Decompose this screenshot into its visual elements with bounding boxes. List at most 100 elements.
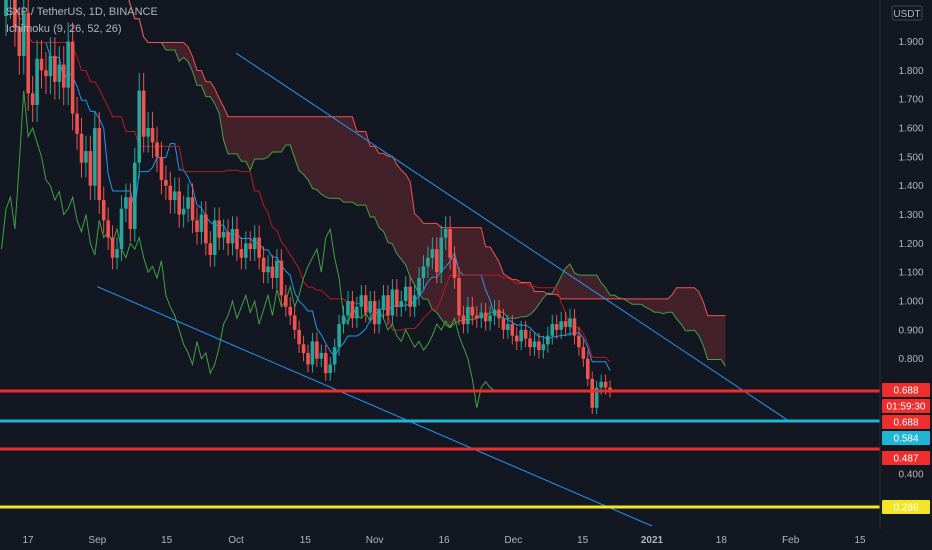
candle-body: [164, 179, 168, 186]
candle-body: [470, 306, 475, 316]
time-tick-label: 17: [22, 535, 34, 546]
currency-badge[interactable]: USDT: [891, 5, 923, 21]
candle-body: [483, 312, 488, 322]
candle-body: [292, 315, 297, 330]
price-label-bg: [882, 399, 930, 414]
time-axis-panel[interactable]: [0, 528, 880, 550]
candle-body: [585, 358, 590, 379]
candle-body: [381, 295, 386, 310]
candle-body: [532, 341, 537, 348]
candle-body: [283, 295, 288, 307]
candle-body: [594, 387, 599, 408]
candle-body: [328, 364, 333, 374]
currency-label: USDT: [893, 9, 920, 20]
price-label-bg: [882, 499, 930, 514]
candle-body: [181, 208, 186, 215]
price-label: 0.286: [882, 499, 930, 514]
candle-body: [590, 378, 595, 408]
candle-body: [17, 27, 22, 56]
candle-body: [506, 324, 510, 330]
candle-body: [319, 352, 324, 359]
candle-body: [221, 231, 226, 238]
candle-body: [288, 306, 293, 316]
candle-body: [310, 341, 315, 365]
indicator-legend[interactable]: Ichimoku (9, 26, 52, 26): [6, 23, 122, 35]
chart-title: SXP / TetherUS, 1D, BINANCE: [6, 6, 158, 18]
candle-body: [341, 315, 346, 325]
price-label: 01:59:30: [882, 399, 930, 414]
candle-body: [195, 220, 199, 232]
candle-body: [603, 381, 608, 388]
candle-body: [44, 70, 48, 77]
price-label: 0.487: [882, 450, 930, 465]
candle-body: [519, 329, 523, 342]
trend-line[interactable]: [97, 286, 653, 527]
candle-body: [239, 249, 244, 258]
trendlines[interactable]: [97, 52, 791, 527]
price-label: 0.688: [882, 383, 930, 398]
leading-span-a: [128, 0, 726, 367]
time-tick-label: Nov: [366, 535, 384, 546]
price-label-text: 0.286: [893, 502, 918, 513]
candle-body: [252, 237, 257, 250]
price-tick-label: 1.100: [898, 268, 923, 279]
candle-body: [386, 295, 390, 316]
candle-body: [550, 324, 555, 336]
price-label-text: 01:59:30: [887, 402, 926, 413]
candle-body: [172, 191, 177, 201]
candle-body: [155, 142, 159, 157]
price-label-text: 0.487: [893, 453, 918, 464]
price-tick-label: 1.000: [898, 297, 923, 308]
candle-body: [541, 344, 546, 351]
price-label: 0.584: [882, 431, 930, 446]
candle-body: [235, 228, 239, 250]
time-tick-label: 18: [716, 535, 728, 546]
candle-body: [554, 324, 559, 330]
candle-body: [346, 301, 350, 316]
candle-body: [403, 286, 408, 302]
candle-body: [537, 341, 541, 351]
horizontal-levels[interactable]: [0, 389, 880, 509]
candle-body: [168, 185, 173, 201]
price-tick-label: 1.200: [898, 239, 923, 250]
candle-body: [244, 243, 248, 258]
candle-body: [70, 41, 75, 114]
price-label-bg: [882, 431, 930, 446]
candle-body: [443, 228, 448, 238]
candle-body: [208, 243, 213, 255]
candle-body: [75, 113, 79, 134]
candle-body: [141, 90, 146, 137]
price-tick-label: 1.500: [898, 152, 923, 163]
candle-body: [390, 289, 395, 316]
candle-body: [417, 277, 421, 296]
candle-body: [474, 315, 479, 319]
candle-body: [97, 128, 102, 201]
price-tick-label: 1.600: [898, 124, 923, 135]
candle-body: [212, 220, 217, 255]
candle-body: [257, 237, 261, 258]
candle-body: [13, 0, 17, 28]
lagging-span: [1, 90, 495, 408]
candle-body: [124, 197, 128, 209]
candle-body: [368, 301, 372, 313]
candle-body: [26, 12, 31, 94]
candle-body: [217, 220, 221, 238]
time-tick-label: Dec: [504, 535, 522, 546]
candle-body: [510, 324, 515, 336]
price-label-text: 0.688: [893, 386, 918, 397]
candle-body: [30, 93, 35, 105]
trend-line[interactable]: [235, 52, 791, 423]
candle-body: [377, 309, 381, 325]
candle-body: [53, 55, 57, 82]
ichimoku-cloud: [128, 0, 726, 367]
candle-body: [323, 352, 328, 374]
price-axis: 1.900 1.800 1.700 1.600 1.500 1.400 1.300 1.200…: [898, 37, 923, 481]
candle-body: [488, 315, 492, 322]
candle-body: [297, 329, 301, 345]
candle-body: [4, 0, 8, 16]
candle-body: [230, 228, 235, 244]
price-tick-label: 0.800: [898, 354, 923, 365]
candle-body: [266, 266, 270, 273]
candle-body: [466, 306, 470, 325]
